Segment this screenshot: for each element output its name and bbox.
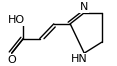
Text: N: N [80, 2, 88, 12]
Text: O: O [7, 55, 16, 65]
Text: HN: HN [71, 54, 88, 64]
Text: HO: HO [8, 15, 25, 25]
